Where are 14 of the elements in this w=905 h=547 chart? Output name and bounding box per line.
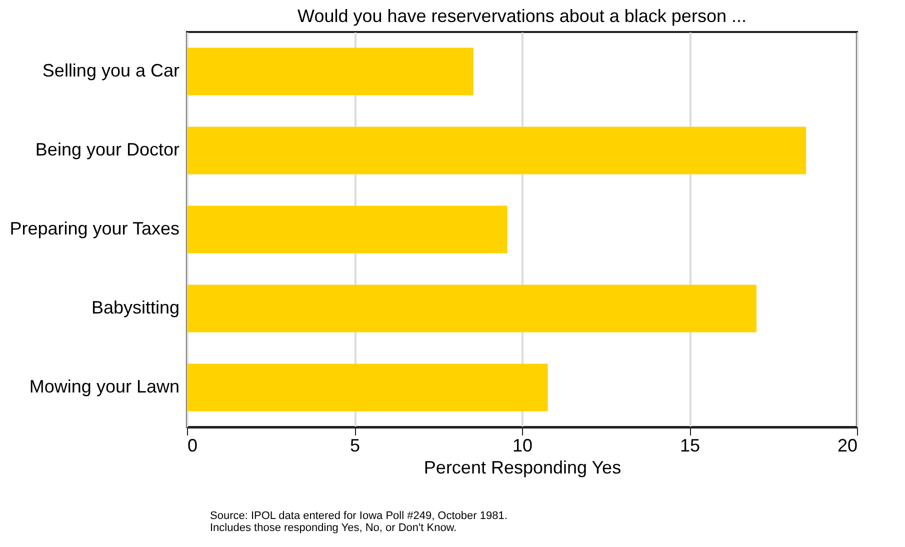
source-note: Source: IPOL data entered for Iowa Poll #249, October 1981. [210,510,508,522]
x-tick-label: 5 [350,436,360,456]
y-tick-label: Mowing your Lawn [29,376,180,396]
x-tick-label: 20 [837,436,858,456]
x-axis-title: Percent Responding Yes [424,458,622,478]
chart-title: Would you have reservervations about a black person ... [298,6,746,26]
x-tick-label: 15 [680,436,700,456]
y-tick-label: Selling you a Car [42,60,180,80]
x-tick-label: 10 [512,436,533,456]
x-tick-label: 0 [188,436,198,456]
y-tick-label: Being your Doctor [35,140,180,160]
text: Includes those responding Yes, No, or Don't Know. [210,522,458,534]
y-tick-label: Preparing your Taxes [10,218,180,238]
y-tick-label: Babysitting [91,298,180,318]
